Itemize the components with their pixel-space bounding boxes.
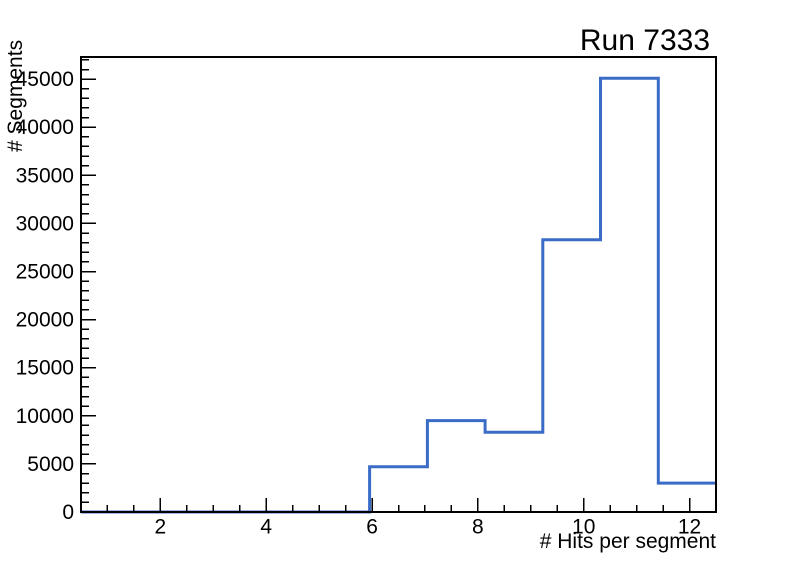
y-tick-label: 0: [62, 501, 74, 524]
y-tick-label: 30000: [16, 212, 74, 235]
x-tick-label: 4: [260, 516, 272, 539]
x-axis-tick-labels: 2 4 6 8 10 12: [155, 516, 702, 539]
y-tick-label: 20000: [16, 309, 74, 332]
x-tick-label: 12: [678, 516, 701, 539]
y-tick-label: 10000: [16, 405, 74, 428]
y-axis-title: # Segments: [4, 40, 27, 152]
y-tick-label: 5000: [27, 453, 74, 476]
x-tick-label: 10: [572, 516, 595, 539]
chart-title: Run 7333: [580, 24, 710, 57]
y-tick-label: 40000: [16, 116, 74, 139]
y-tick-label: 45000: [16, 68, 74, 91]
x-tick-label: 8: [472, 516, 484, 539]
y-tick-label: 15000: [16, 357, 74, 380]
y-axis-tick-labels: 0 5000 10000 15000 20000 25000 30000 35000 40000…: [16, 68, 74, 524]
y-tick-label: 35000: [16, 164, 74, 187]
y-axis-ticks: [81, 59, 96, 513]
plot-frame: [80, 56, 717, 513]
x-axis-title: # Hits per segment: [540, 530, 716, 553]
x-tick-label: 6: [366, 516, 378, 539]
x-axis-ticks: [106, 498, 691, 512]
y-tick-label: 25000: [16, 261, 74, 284]
x-tick-label: 2: [155, 516, 167, 539]
histogram-line: [81, 76, 716, 514]
